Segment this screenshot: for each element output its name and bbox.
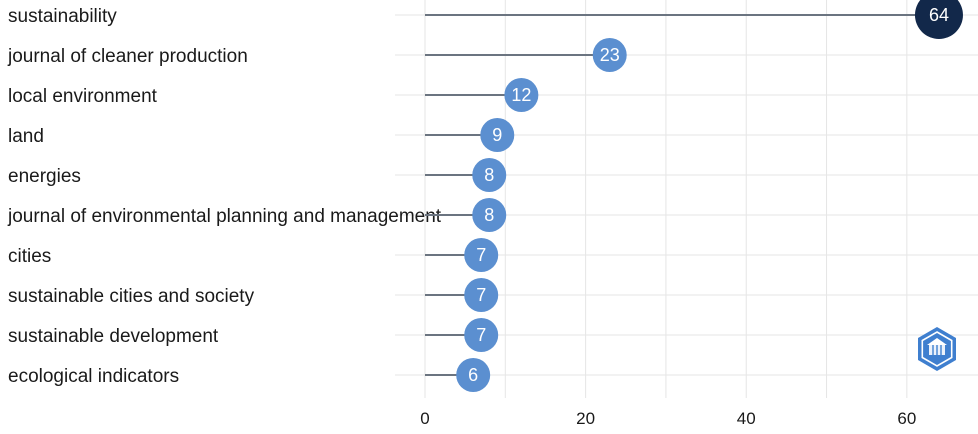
- x-tick-label: 20: [576, 409, 595, 428]
- category-label: journal of cleaner production: [7, 46, 248, 67]
- lollipop-point: [504, 78, 539, 112]
- lollipop-point: [592, 38, 627, 72]
- value-label: 23: [600, 45, 620, 65]
- category-label: sustainable cities and society: [8, 286, 255, 307]
- lollipop-point: [472, 158, 507, 192]
- category-label: local environment: [8, 86, 158, 107]
- hexagon-logo-icon: [918, 327, 956, 371]
- lollipop-point: [464, 238, 499, 272]
- category-label: land: [8, 126, 44, 147]
- lollipop-point: [456, 358, 491, 392]
- category-labels: sustainability journal of cleaner product…: [7, 6, 442, 387]
- value-label: 9: [492, 125, 502, 145]
- value-label: 12: [511, 85, 531, 105]
- value-label: 7: [476, 325, 486, 345]
- value-label: 64: [929, 5, 949, 25]
- category-label: energies: [8, 166, 81, 187]
- category-label: journal of environmental planning and ma…: [7, 206, 442, 227]
- lollipop-point: [464, 278, 499, 312]
- value-label: 7: [476, 285, 486, 305]
- x-tick-label: 60: [897, 409, 916, 428]
- lollipop-point: [480, 118, 515, 152]
- lollipop-point: [464, 318, 499, 352]
- category-label: sustainable development: [8, 326, 219, 347]
- category-label: cities: [8, 246, 51, 267]
- x-tick-label: 40: [737, 409, 756, 428]
- lollipop-point: [914, 0, 963, 39]
- category-label: ecological indicators: [8, 366, 179, 387]
- value-label: 8: [484, 165, 494, 185]
- lollipop-marks: 64 23 12 9 8 8 7 7 7 6: [425, 0, 963, 392]
- lollipop-point: [472, 198, 507, 232]
- x-tick-label: 0: [420, 409, 429, 428]
- value-label: 6: [468, 365, 478, 385]
- category-label: sustainability: [8, 6, 117, 27]
- value-label: 7: [476, 245, 486, 265]
- value-label: 8: [484, 205, 494, 225]
- x-tick-labels: 0 20 40 60: [420, 409, 916, 428]
